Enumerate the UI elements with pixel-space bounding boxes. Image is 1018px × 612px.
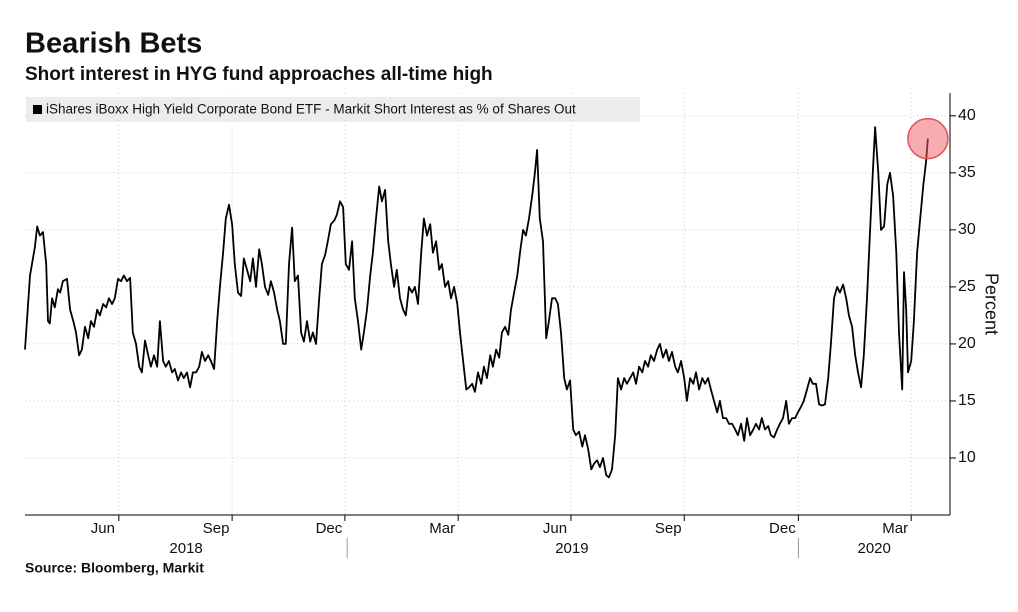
x-group-label: 2020 bbox=[858, 540, 891, 557]
data-line bbox=[24, 126, 929, 479]
highlight-circle bbox=[907, 117, 949, 160]
x-tick-label: Jun bbox=[91, 520, 115, 537]
legend-swatch bbox=[33, 105, 42, 114]
x-tick-label: Sep bbox=[203, 520, 230, 537]
x-tick-label: Jun bbox=[543, 520, 567, 537]
source-note: Source: Bloomberg, Markit bbox=[25, 560, 204, 576]
y-tick-label: 15 bbox=[958, 392, 976, 409]
x-tick-label: Dec bbox=[769, 520, 796, 537]
x-group-label: 2018 bbox=[169, 540, 202, 557]
chart-subtitle: Short interest in HYG fund approaches al… bbox=[25, 64, 493, 85]
y-tick-label: 20 bbox=[958, 335, 976, 352]
y-tick-label: 10 bbox=[958, 449, 976, 466]
x-tick-label: Mar bbox=[882, 520, 908, 537]
x-tick-label: Sep bbox=[655, 520, 682, 537]
legend-label: iShares iBoxx High Yield Corporate Bond … bbox=[46, 102, 576, 117]
y-tick-label: 25 bbox=[958, 278, 976, 295]
legend-box bbox=[26, 97, 640, 122]
y-tick-label: 40 bbox=[958, 107, 976, 124]
y-tick-label: 30 bbox=[958, 221, 976, 238]
x-group-label: 2019 bbox=[555, 540, 588, 557]
x-tick-label: Mar bbox=[429, 520, 455, 537]
x-tick-label: Dec bbox=[316, 520, 343, 537]
chart-title: Bearish Bets bbox=[25, 28, 202, 60]
y-tick-label: 35 bbox=[958, 164, 976, 181]
y-axis-label: Percent bbox=[981, 273, 1001, 335]
